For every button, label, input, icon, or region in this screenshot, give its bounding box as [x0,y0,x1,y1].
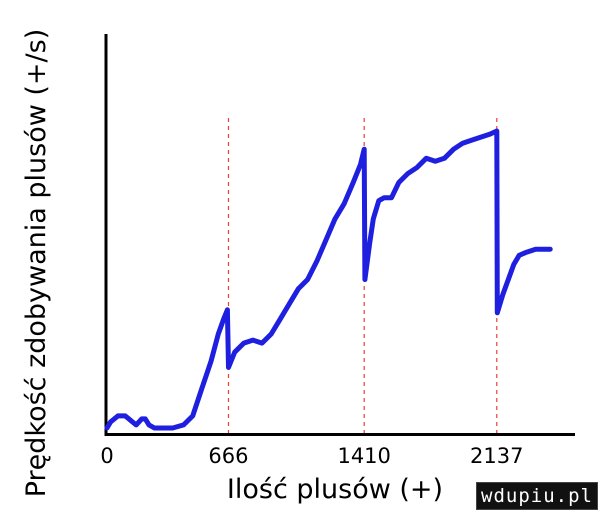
watermark-text: wdupiu.pl [481,485,593,507]
x-axis-title: Ilość plusów (+) [227,474,443,505]
series-line [104,128,553,431]
x-tick-label-2137: 2137 [470,444,523,468]
x-tick-label-666: 666 [208,444,248,468]
x-tick-labels: 0 666 1410 2137 [100,444,523,468]
y-axis-title: Prędkość zdobywania plusów (+/s) [21,29,52,498]
watermark-logo: wdupiu.pl [476,482,598,510]
x-tick-label-1410: 1410 [337,444,390,468]
x-tick-label-0: 0 [100,444,113,468]
